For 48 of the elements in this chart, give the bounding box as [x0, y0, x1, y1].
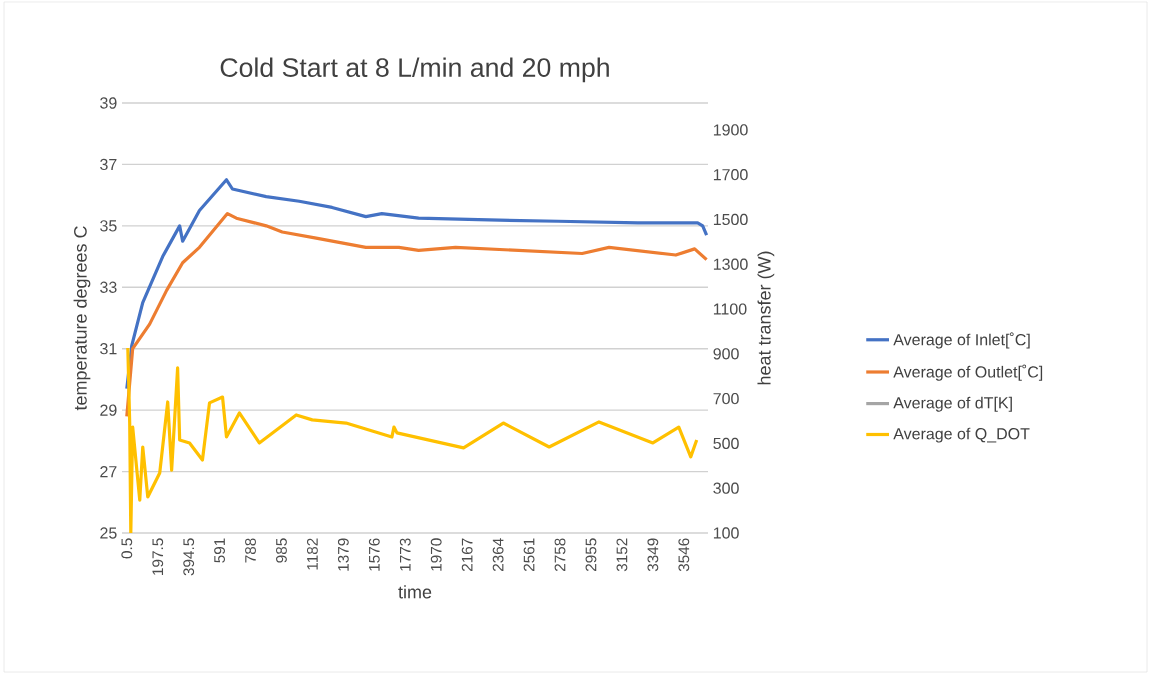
x-tick-label: 985: [276, 538, 287, 563]
x-tick-label: 2561: [523, 538, 535, 572]
y2-tick-label: 1900: [713, 124, 748, 136]
x-tick-label: 591: [214, 538, 225, 563]
x-tick-label: 2167: [461, 538, 473, 572]
x-tick-label: 0.5: [121, 538, 133, 559]
x-axis-title: time: [398, 585, 432, 599]
line-series: [126, 346, 699, 533]
legend-label: Average of Inlet[˚C]: [893, 332, 1030, 349]
x-tick-label: 197.5: [152, 538, 164, 575]
x-tick-label: 394.5: [183, 538, 195, 576]
y-tick-label: 37: [100, 158, 117, 171]
legend-label: Average of Q_DOT: [893, 427, 1030, 443]
y2-tick-label: 1500: [713, 213, 748, 226]
x-tick-label: 3349: [647, 538, 659, 572]
y-tick-label: 35: [100, 220, 117, 232]
y2-tick-label: 700: [713, 392, 739, 405]
x-tick-label: 3152: [616, 538, 628, 572]
y-axis-title: temperature degrees C: [73, 226, 91, 411]
y-tick-label: 27: [100, 465, 117, 478]
x-tick-label: 1182: [306, 538, 318, 570]
y2-axis-title: heat transfer (W): [757, 251, 775, 385]
y2-tick-label: 500: [713, 437, 739, 450]
x-tick-label: 2364: [492, 538, 504, 572]
x-tick-label: 788: [245, 538, 256, 563]
x-tick-label: 1379: [337, 538, 349, 571]
y2-tick-label: 900: [713, 348, 739, 360]
y2-tick-label: 300: [713, 482, 739, 494]
y-tick-label: 25: [100, 527, 117, 539]
chart-title: Cold Start at 8 L/min and 20 mph: [220, 57, 609, 83]
x-tick-label: 2758: [554, 538, 566, 572]
y-tick-label: 39: [100, 97, 117, 109]
x-tick-label: 1773: [399, 538, 411, 571]
legend-label: Average of Outlet[˚C]: [893, 364, 1043, 381]
x-tick-label: 1970: [430, 538, 442, 571]
y2-tick-label: 1700: [713, 169, 748, 181]
x-tick-label: 2955: [585, 538, 597, 572]
line-series: [125, 178, 709, 391]
y-tick-label: 29: [100, 404, 117, 416]
y2-tick-label: 100: [713, 527, 739, 539]
y2-tick-label: 1300: [713, 258, 748, 270]
legend-label: Average of dT[K]: [893, 396, 1012, 412]
x-tick-label: 1576: [368, 538, 380, 571]
y2-tick-label: 1100: [713, 303, 747, 315]
y-tick-label: 33: [100, 281, 117, 293]
x-tick-label: 3546: [678, 538, 690, 572]
line-series: [125, 211, 709, 418]
y-tick-label: 31: [100, 343, 117, 355]
